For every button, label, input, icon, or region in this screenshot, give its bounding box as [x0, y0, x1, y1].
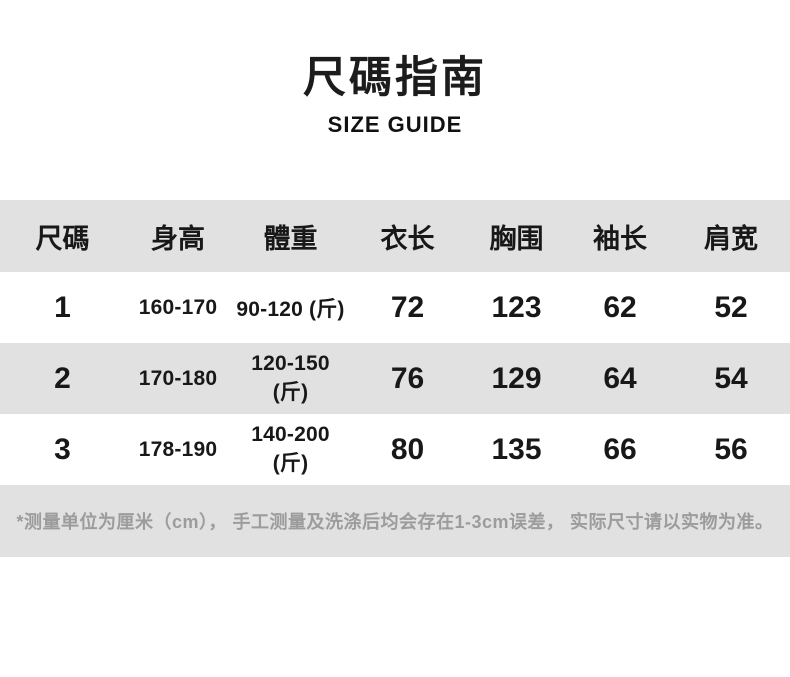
cell-sleeve-length: 66 [603, 432, 637, 466]
cell-size: 1 [54, 290, 71, 324]
col-header-garment-length: 衣长 [380, 223, 435, 254]
cell-size: 2 [54, 361, 71, 395]
table-row-size-1: 1 160-170 90-120 (斤) 72 123 62 52 [0, 272, 790, 343]
table-row-size-3: 3 178-190 140-200 (斤) 80 135 66 56 [0, 414, 790, 485]
cell-sleeve-length: 64 [603, 361, 637, 395]
page-title: 尺碼指南 [303, 54, 487, 102]
cell-chest: 123 [491, 290, 542, 324]
cell-size: 3 [54, 432, 71, 466]
cell-garment-length: 72 [390, 290, 425, 324]
cell-sleeve-length: 62 [603, 290, 637, 324]
col-header-size: 尺碼 [35, 223, 90, 254]
measurement-disclaimer: *测量单位为厘米（cm）， 手工测量及洗涤后均会存在1-3cm误差， 实际尺寸请… [16, 512, 774, 533]
size-table: 尺碼 身高 體重 衣长 胸围 袖长 肩宽 1 160-170 90-120 (斤… [0, 200, 790, 558]
cell-shoulder-width: 54 [714, 361, 748, 395]
col-header-chest: 胸围 [489, 223, 544, 254]
title-block: 尺碼指南 SIZE GUIDE [0, 0, 790, 138]
cell-height: 170-180 [138, 366, 218, 390]
cell-chest: 135 [491, 432, 542, 466]
cell-chest: 129 [491, 361, 542, 395]
col-header-sleeve-length: 袖长 [593, 223, 647, 254]
cell-shoulder-width: 52 [714, 290, 748, 324]
page-subtitle: SIZE GUIDE [327, 112, 463, 138]
cell-height: 178-190 [138, 437, 218, 461]
cell-garment-length: 80 [390, 432, 425, 466]
col-header-weight: 體重 [263, 223, 318, 254]
table-row-size-2: 2 170-180 120-150 (斤) 76 129 64 54 [0, 343, 790, 415]
table-header-row: 尺碼 身高 體重 衣长 胸围 袖长 肩宽 [0, 200, 790, 273]
cell-garment-length: 76 [390, 361, 425, 395]
footnote-band: *测量单位为厘米（cm）， 手工测量及洗涤后均会存在1-3cm误差， 实际尺寸请… [0, 485, 790, 558]
cell-height: 160-170 [138, 295, 218, 319]
cell-shoulder-width: 56 [714, 432, 748, 466]
cell-weight: 90-120 (斤) [236, 297, 345, 321]
col-header-shoulder-width: 肩宽 [704, 223, 758, 254]
cell-weight: 140-200 (斤) [251, 422, 330, 475]
cell-weight: 120-150 (斤) [251, 351, 330, 404]
col-header-height: 身高 [151, 223, 205, 254]
